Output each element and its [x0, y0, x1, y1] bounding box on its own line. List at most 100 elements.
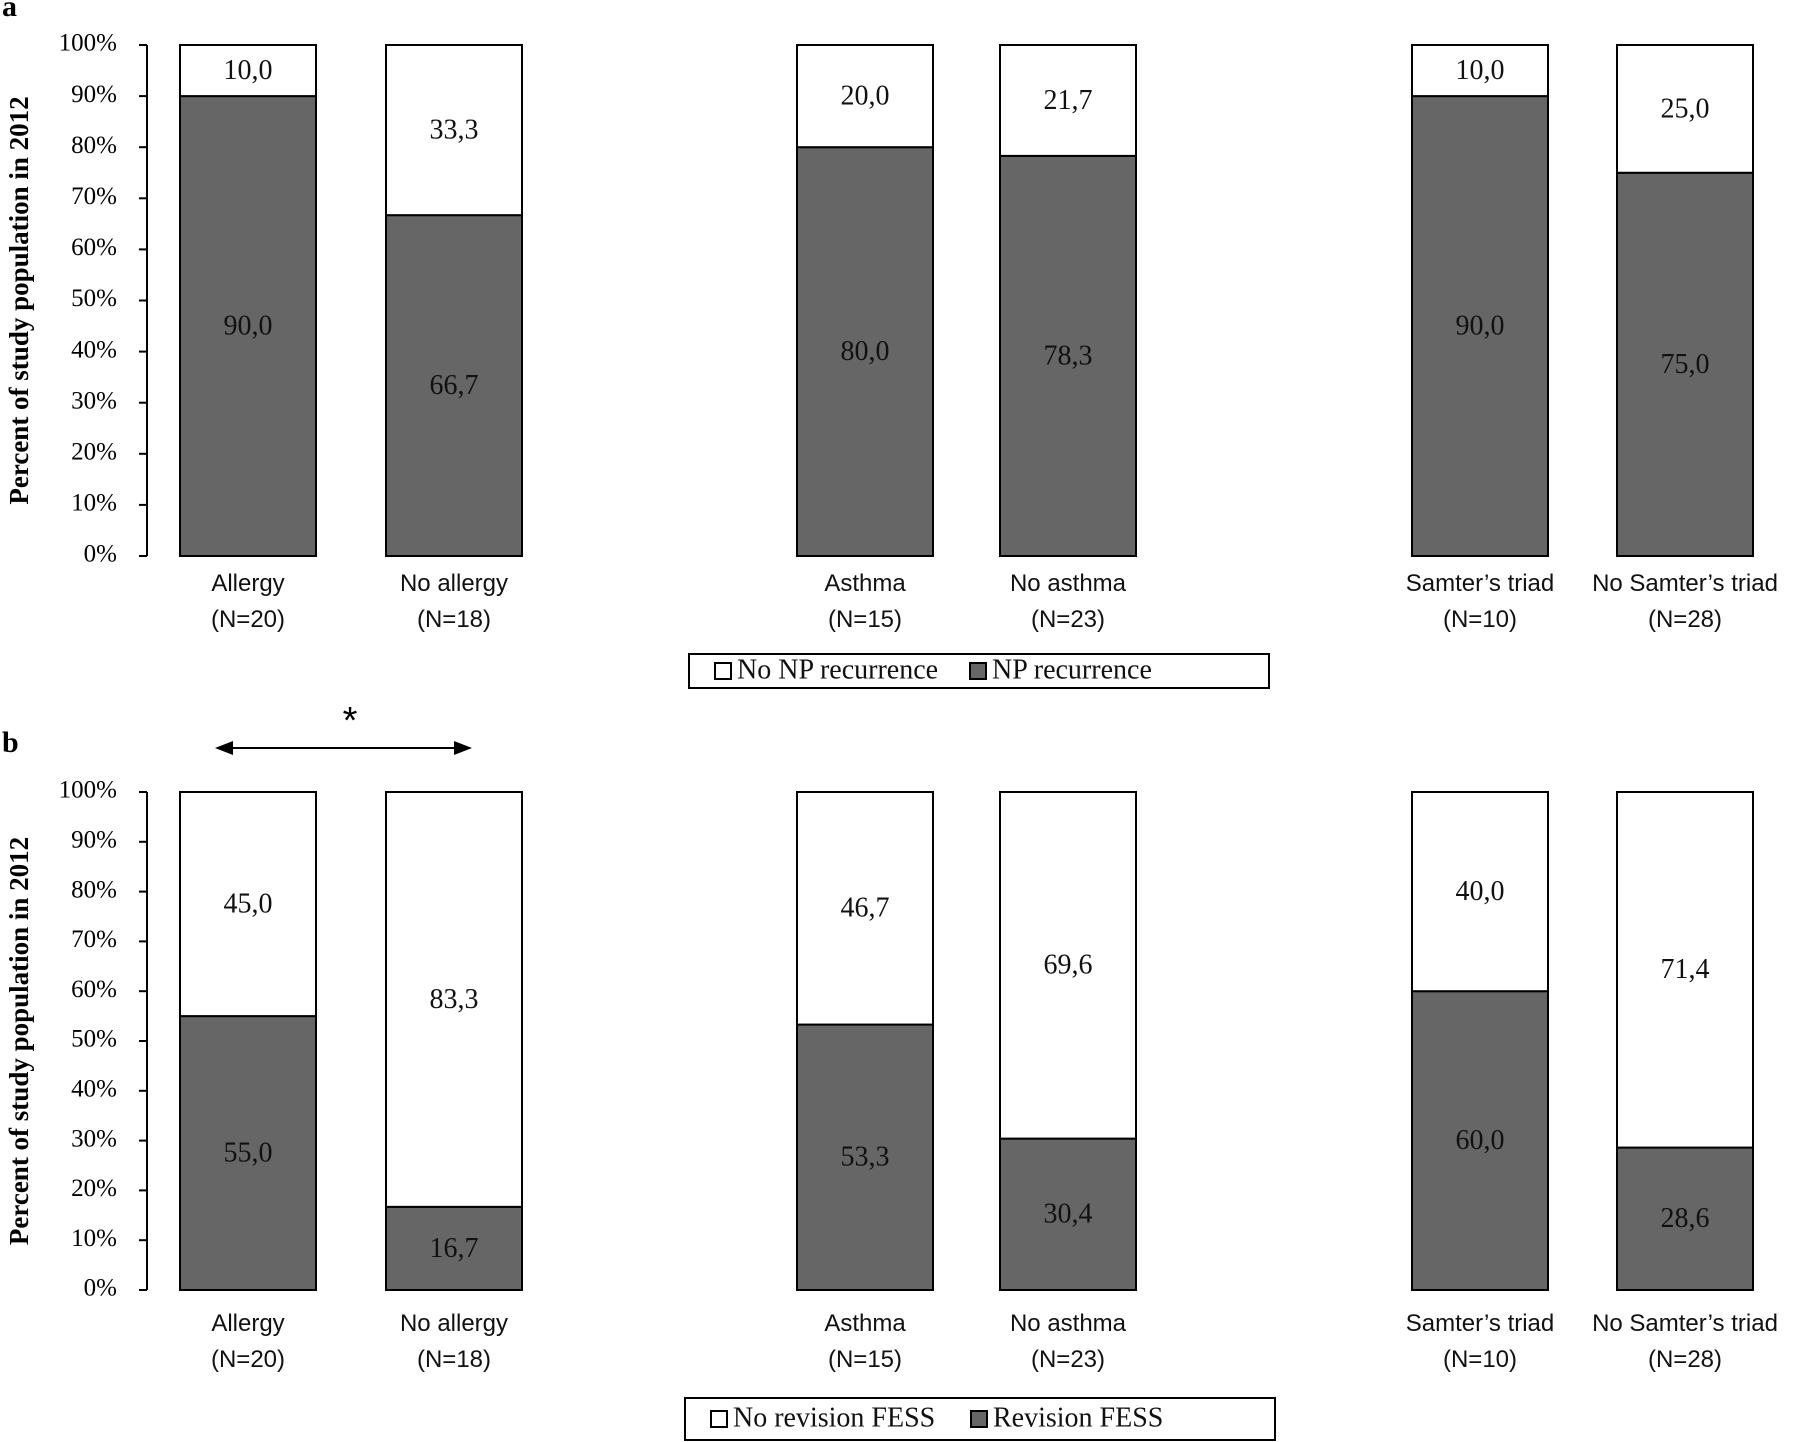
category-label: No Samter’s triad — [1592, 1310, 1778, 1337]
bar-segment-no-revision-fess — [385, 791, 523, 1208]
legend-swatch — [970, 1410, 988, 1428]
significance-arrowhead-left — [215, 741, 233, 755]
category-label: Samter’s triad — [1406, 570, 1555, 597]
data-label: 20,0 — [841, 81, 890, 112]
panel-b: b Percent of study population in 2012 0% 10… — [2, 700, 1778, 1441]
bar-segment-revision-fess — [1411, 990, 1549, 1291]
y-tick-label: 10% — [71, 490, 117, 517]
bar-segment-no-revision-fess — [179, 791, 317, 1018]
bar-segment-np-recurrence — [1616, 171, 1754, 557]
bar-segment-no-revision-fess — [999, 791, 1137, 1140]
data-label: 75,0 — [1661, 349, 1710, 380]
y-tick-label: 50% — [71, 1026, 117, 1053]
y-tick-label: 30% — [71, 1125, 117, 1152]
y-tick-label: 0% — [84, 1275, 117, 1302]
category-label: (N=15) — [828, 606, 902, 633]
data-label: 53,3 — [841, 1142, 890, 1173]
data-label: 46,7 — [841, 893, 890, 924]
data-label: 78,3 — [1044, 340, 1093, 371]
panel-a: a Percent of study population in 2012 0% 10… — [2, 0, 1778, 689]
category-label: (N=10) — [1443, 606, 1517, 633]
bar-segment-no-np-recurrence — [796, 44, 934, 149]
bar-segment-no-revision-fess — [1616, 791, 1754, 1149]
y-tick-label: 30% — [71, 387, 117, 414]
data-label: 66,7 — [430, 370, 479, 401]
data-label: 28,6 — [1661, 1203, 1710, 1234]
y-tick-label: 80% — [71, 132, 117, 159]
data-label: 90,0 — [224, 310, 273, 341]
bar-segment-no-np-recurrence — [1616, 44, 1754, 174]
significance-arrowhead-right — [454, 741, 472, 755]
category-label: Samter’s triad — [1406, 1310, 1555, 1337]
category-label: (N=20) — [211, 1346, 285, 1373]
bar-segment-np-recurrence — [179, 95, 317, 557]
y-axis-title: Percent of study population in 2012 — [4, 837, 34, 1245]
bar-segment-no-np-recurrence — [1411, 44, 1549, 98]
data-label: 83,3 — [430, 984, 479, 1015]
y-tick-label: 80% — [71, 876, 117, 903]
bar-segment-revision-fess — [796, 1023, 934, 1292]
y-tick-label: 0% — [84, 541, 117, 568]
category-label: (N=28) — [1648, 1346, 1722, 1373]
y-tick-label: 70% — [71, 183, 117, 210]
y-tick-label: 40% — [71, 1076, 117, 1103]
data-label: 60,0 — [1456, 1125, 1505, 1156]
category-label: Asthma — [824, 570, 906, 597]
category-label: (N=23) — [1031, 1346, 1105, 1373]
category-label: (N=20) — [211, 606, 285, 633]
legend-label: Revision FESS — [993, 1402, 1163, 1433]
category-label: No asthma — [1010, 1310, 1127, 1337]
bar-segment-revision-fess — [179, 1015, 317, 1291]
significance-marker: * — [343, 700, 358, 742]
data-label: 55,0 — [224, 1137, 273, 1168]
data-label: 30,4 — [1044, 1199, 1093, 1230]
bar-segment-revision-fess — [1616, 1146, 1754, 1292]
data-label: 45,0 — [224, 888, 273, 919]
data-label: 80,0 — [841, 336, 890, 367]
legend-swatch — [714, 662, 732, 680]
category-label: (N=23) — [1031, 606, 1105, 633]
y-tick-label: 20% — [71, 439, 117, 466]
data-label: 25,0 — [1661, 93, 1710, 124]
legend-label: No revision FESS — [733, 1402, 935, 1433]
category-label: (N=15) — [828, 1346, 902, 1373]
data-label: 69,6 — [1044, 950, 1093, 981]
y-tick-label: 100% — [59, 777, 117, 804]
y-tick-label: 40% — [71, 336, 117, 363]
y-tick-label: 100% — [59, 30, 117, 57]
category-label: (N=18) — [417, 1346, 491, 1373]
y-tick-label: 60% — [71, 976, 117, 1003]
y-tick-label: 70% — [71, 926, 117, 953]
category-label: Allergy — [211, 570, 284, 597]
data-label: 10,0 — [224, 55, 273, 86]
category-label: (N=10) — [1443, 1346, 1517, 1373]
data-label: 33,3 — [430, 115, 479, 146]
data-label: 90,0 — [1456, 310, 1505, 341]
y-tick-label: 50% — [71, 285, 117, 312]
bar-segment-revision-fess — [999, 1137, 1137, 1292]
y-axis-title: Percent of study population in 2012 — [4, 96, 34, 504]
bar-segment-revision-fess — [385, 1205, 523, 1291]
bar-segment-no-revision-fess — [1411, 791, 1549, 993]
category-label: No allergy — [400, 1310, 508, 1337]
y-tick-label: 90% — [71, 81, 117, 108]
bar-segment-np-recurrence — [796, 146, 934, 557]
panel-label: b — [2, 726, 19, 759]
data-label: 40,0 — [1456, 876, 1505, 907]
category-label: No asthma — [1010, 570, 1127, 597]
category-label: (N=18) — [417, 606, 491, 633]
legend-label: NP recurrence — [992, 654, 1152, 685]
panel-label: a — [2, 0, 17, 23]
y-tick-label: 90% — [71, 827, 117, 854]
category-label: No Samter’s triad — [1592, 570, 1778, 597]
bar-segment-np-recurrence — [999, 154, 1137, 557]
bar-segment-no-np-recurrence — [179, 44, 317, 98]
bar-segment-no-np-recurrence — [999, 44, 1137, 157]
y-tick-label: 60% — [71, 234, 117, 261]
legend-swatch — [969, 662, 987, 680]
legend-swatch — [710, 1410, 728, 1428]
data-label: 16,7 — [430, 1233, 479, 1264]
data-label: 71,4 — [1661, 954, 1710, 985]
category-label: (N=28) — [1648, 606, 1722, 633]
